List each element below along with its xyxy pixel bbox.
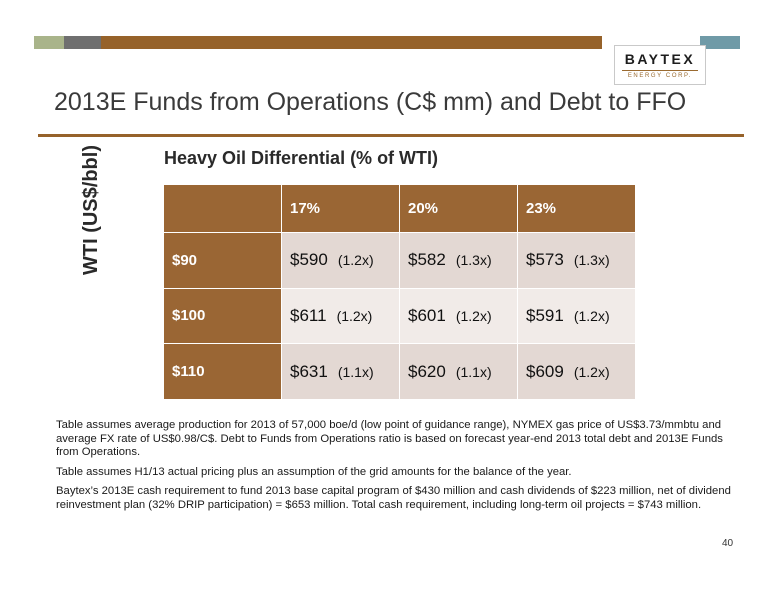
ffo-value: $590 bbox=[290, 250, 328, 270]
debt-ratio: (1.2x) bbox=[337, 252, 374, 269]
title-underline bbox=[38, 134, 744, 137]
debt-ratio: (1.2x) bbox=[573, 363, 610, 380]
table-header-row: 17% 20% 23% bbox=[163, 184, 636, 233]
debt-ratio: (1.3x) bbox=[573, 252, 610, 269]
ffo-value: $601 bbox=[408, 305, 446, 325]
footnotes: Table assumes average production for 201… bbox=[56, 419, 744, 519]
ffo-value: $609 bbox=[526, 361, 564, 381]
ffo-value: $591 bbox=[526, 305, 564, 325]
page-number: 40 bbox=[722, 538, 734, 549]
debt-ratio: (1.3x) bbox=[455, 252, 492, 269]
logo-tagline: ENERGY CORP. bbox=[627, 73, 693, 79]
logo-frame bbox=[614, 45, 706, 85]
footnote-pricing: Table assumes H1/13 actual pricing plus … bbox=[56, 465, 572, 478]
table-row: $110 $631 (1.1x) $620 (1.1x) $609 (1.2x) bbox=[163, 343, 636, 400]
top-bar-brown-segment bbox=[101, 36, 602, 49]
table-cell: $609 (1.2x) bbox=[517, 343, 636, 400]
table-cell: $573 (1.3x) bbox=[517, 231, 636, 289]
row-header: $100 bbox=[163, 287, 282, 345]
ffo-value: $573 bbox=[526, 250, 564, 270]
table-cell: $590 (1.2x) bbox=[281, 231, 400, 289]
table-row: $90 $590 (1.2x) $582 (1.3x) $573 (1.3x) bbox=[163, 231, 636, 289]
debt-ratio: (1.2x) bbox=[336, 307, 373, 324]
debt-ratio: (1.1x) bbox=[455, 363, 492, 380]
table-cell: $582 (1.3x) bbox=[399, 231, 518, 289]
ffo-value: $620 bbox=[408, 361, 446, 381]
table-row: $100 $611 (1.2x) $601 (1.2x) $591 (1.2x) bbox=[163, 287, 636, 345]
y-axis-label: WTI (US$/bbl) bbox=[80, 145, 102, 275]
corner-cell bbox=[163, 184, 282, 233]
table-cell: $620 (1.1x) bbox=[399, 343, 518, 400]
slide-title: 2013E Funds from Operations (C$ mm) and … bbox=[54, 88, 687, 116]
row-header: $110 bbox=[163, 343, 282, 400]
decorative-top-bar bbox=[34, 36, 602, 49]
debt-ratio: (1.1x) bbox=[337, 363, 374, 380]
logo-divider bbox=[622, 70, 698, 71]
table-cell: $601 (1.2x) bbox=[399, 287, 518, 345]
ffo-value: $631 bbox=[290, 361, 328, 381]
top-bar-green-segment bbox=[34, 36, 64, 49]
table-cell: $611 (1.2x) bbox=[281, 287, 400, 345]
column-header: 23% bbox=[517, 184, 636, 233]
footnote-assumptions: Table assumes average production for 201… bbox=[56, 419, 723, 459]
debt-ratio: (1.2x) bbox=[573, 307, 610, 324]
table-cell: $631 (1.1x) bbox=[281, 343, 400, 400]
debt-ratio: (1.2x) bbox=[455, 307, 492, 324]
decorative-right-bar bbox=[700, 36, 740, 49]
table-heading: Heavy Oil Differential (% of WTI) bbox=[164, 148, 439, 168]
logo-name: BAYTEX bbox=[624, 51, 696, 67]
top-bar-gray-segment bbox=[64, 36, 101, 49]
column-header: 20% bbox=[399, 184, 518, 233]
ffo-value: $611 bbox=[290, 305, 327, 325]
column-header: 17% bbox=[281, 184, 400, 233]
row-header: $90 bbox=[163, 231, 282, 289]
table-cell: $591 (1.2x) bbox=[517, 287, 636, 345]
sensitivity-table: 17% 20% 23% $90 $590 (1.2x) $582 (1.3x) $5… bbox=[163, 184, 636, 400]
ffo-value: $582 bbox=[408, 250, 446, 270]
footnote-cash-requirement: Baytex’s 2013E cash requirement to fund … bbox=[56, 485, 731, 511]
